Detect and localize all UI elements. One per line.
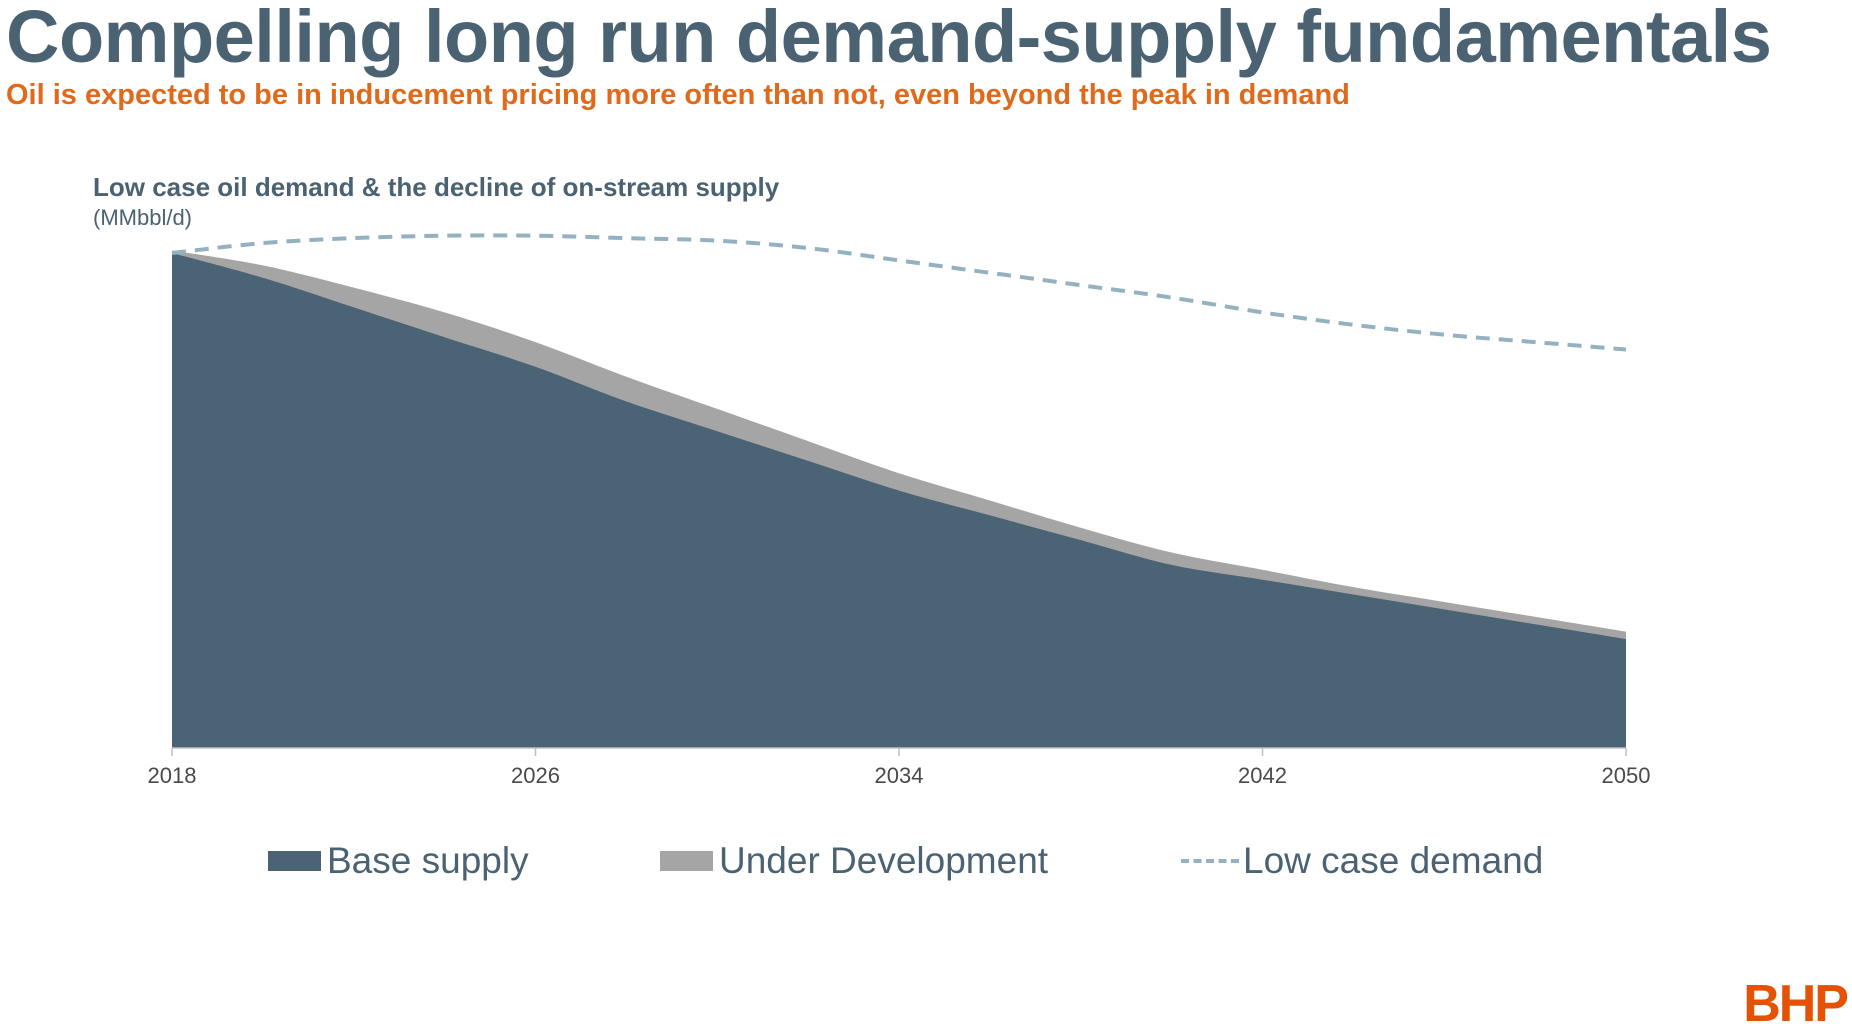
legend-dash-low-case-demand <box>1181 859 1239 863</box>
chart-units: (MMbbl/d) <box>93 205 193 230</box>
slide-title: Compelling long run demand-supply fundam… <box>6 0 1772 78</box>
x-tick-label: 2018 <box>148 763 197 788</box>
x-tick-label: 2042 <box>1238 763 1287 788</box>
legend-item-low-case-demand: Low case demand <box>1181 840 1543 882</box>
series-base-supply-area <box>172 253 1626 748</box>
legend-swatch-under-development <box>660 851 713 871</box>
legend-label-low-case-demand: Low case demand <box>1243 840 1544 881</box>
x-tick-label: 2026 <box>511 763 560 788</box>
chart-legend: Base supply Under Development Low case d… <box>0 840 1852 892</box>
chart-title: Low case oil demand & the decline of on-… <box>93 172 780 202</box>
slide-subtitle: Oil is expected to be in inducement pric… <box>6 79 1350 111</box>
legend-label-under-development: Under Development <box>719 840 1049 881</box>
legend-item-under-development: Under Development <box>660 840 1048 882</box>
legend-item-base-supply: Base supply <box>268 840 529 882</box>
area-chart: 2018 2026 2034 2042 2050 <box>148 233 1651 788</box>
legend-label-base-supply: Base supply <box>327 840 529 881</box>
x-tick-label: 2034 <box>875 763 924 788</box>
bhp-logo: BHP <box>1743 975 1849 1033</box>
legend-swatch-base-supply <box>268 851 321 871</box>
x-tick-label: 2050 <box>1602 763 1651 788</box>
